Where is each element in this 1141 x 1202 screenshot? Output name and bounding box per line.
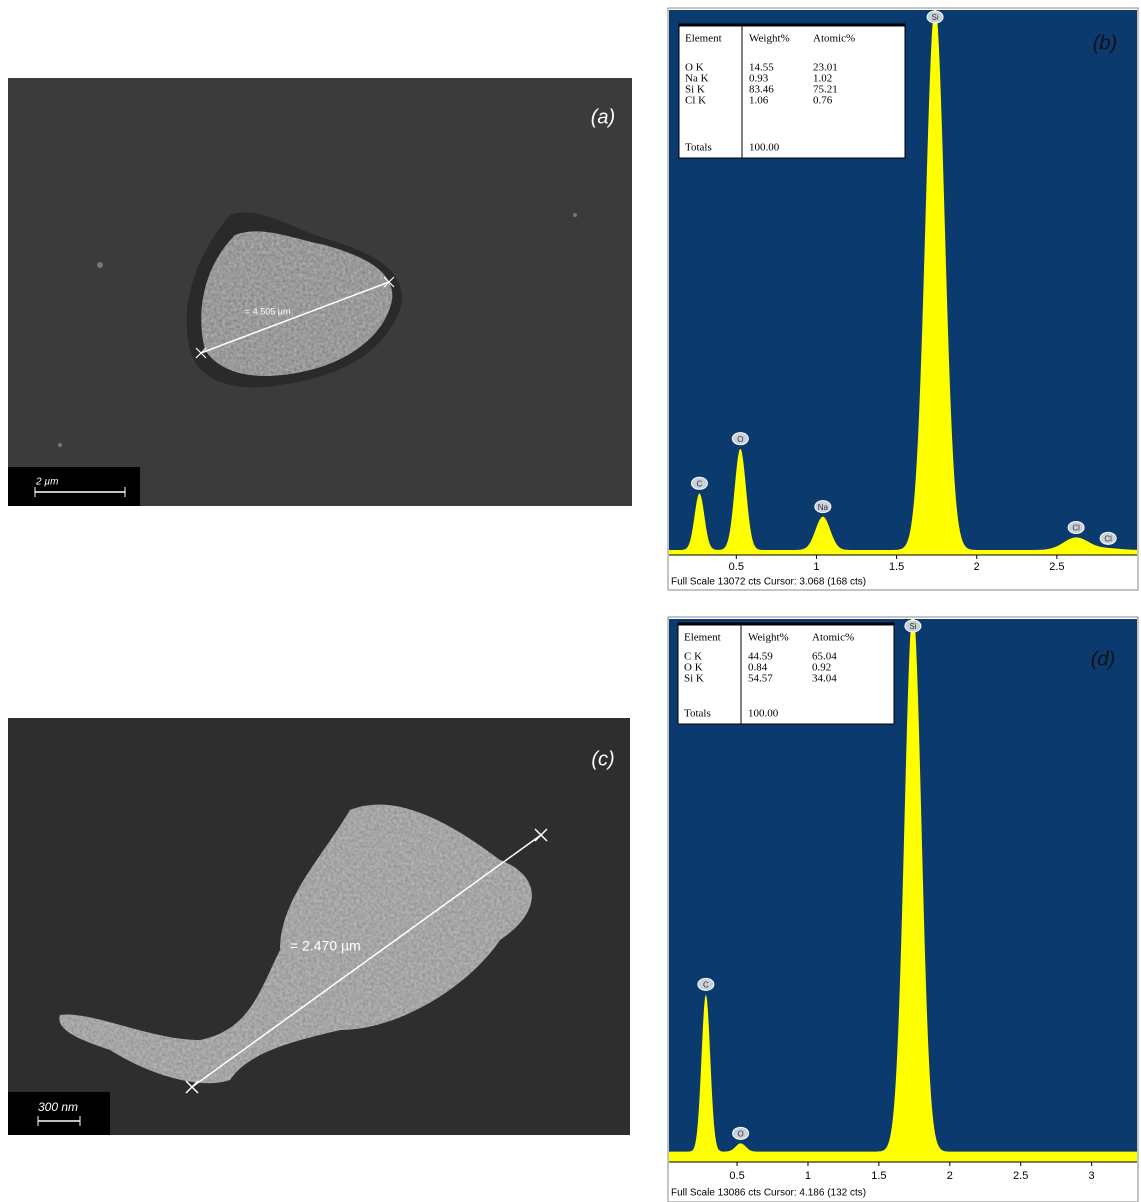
- measurement-label: = 4.505 µm: [245, 306, 290, 316]
- x-tick-label: 1: [813, 561, 819, 573]
- peak-label: C: [703, 980, 709, 989]
- table-cell: 1.06: [749, 95, 769, 107]
- table-cell: 34.04: [812, 673, 837, 685]
- measurement-label: = 2.470 µm: [290, 938, 361, 954]
- x-tick-label: 1: [805, 1170, 811, 1182]
- figure: = 4.505 µm 2 µm (a) = 2.470 µm 300 nm (c…: [0, 0, 1141, 1202]
- table-cell: Si K: [684, 673, 704, 685]
- sem-image-a: [8, 78, 632, 506]
- footer: Full Scale 13086 cts Cursor: 4.186 (132 …: [671, 1188, 866, 1199]
- table-header: Atomic%: [813, 33, 855, 45]
- panel-label: (d): [1091, 648, 1115, 670]
- table-header: Element: [684, 632, 721, 644]
- table-header: Weight%: [749, 33, 790, 45]
- peak-label: Si: [909, 622, 916, 631]
- peak-label: Na: [818, 503, 829, 512]
- peak-label: O: [738, 1129, 744, 1138]
- x-tick-label: 1.5: [871, 1170, 886, 1182]
- panel-label: (b): [1093, 32, 1117, 54]
- scale-bar-label: 2 µm: [35, 477, 58, 488]
- table-header: Element: [685, 33, 722, 45]
- sem-image-c: [8, 718, 630, 1135]
- table-header: Atomic%: [812, 632, 854, 644]
- panel-label: (a): [591, 106, 615, 128]
- x-tick-label: 2.5: [1049, 561, 1064, 573]
- x-tick-label: 3: [1089, 1170, 1095, 1182]
- table-cell: Cl K: [685, 95, 706, 107]
- footer: Full Scale 13072 cts Cursor: 3.068 (168 …: [671, 577, 866, 588]
- table-cell: 54.57: [748, 673, 773, 685]
- peak-label: Cl: [1072, 524, 1080, 533]
- x-tick-label: 1.5: [889, 561, 904, 573]
- table-cell: 0.76: [813, 95, 833, 107]
- table-header: Weight%: [748, 632, 789, 644]
- table-total: Totals: [685, 142, 712, 154]
- peak-label: O: [737, 435, 743, 444]
- table-total: 100.00: [748, 708, 779, 720]
- x-tick-label: 2: [947, 1170, 953, 1182]
- panel-label: (c): [591, 748, 614, 770]
- page: {"panels":{ "a":{"label":"(a)","measurem…: [0, 0, 1141, 1202]
- x-tick-label: 2: [974, 561, 980, 573]
- table-total: 100.00: [749, 142, 780, 154]
- x-tick-label: 0.5: [729, 1170, 744, 1182]
- scale-bar-label: 300 nm: [38, 1100, 78, 1114]
- peak-label: C: [697, 479, 703, 488]
- table-total: Totals: [684, 708, 711, 720]
- peak-label: Si: [931, 13, 938, 22]
- peak-label: Cl: [1104, 534, 1112, 543]
- x-tick-label: 0.5: [729, 561, 744, 573]
- x-tick-label: 2.5: [1013, 1170, 1028, 1182]
